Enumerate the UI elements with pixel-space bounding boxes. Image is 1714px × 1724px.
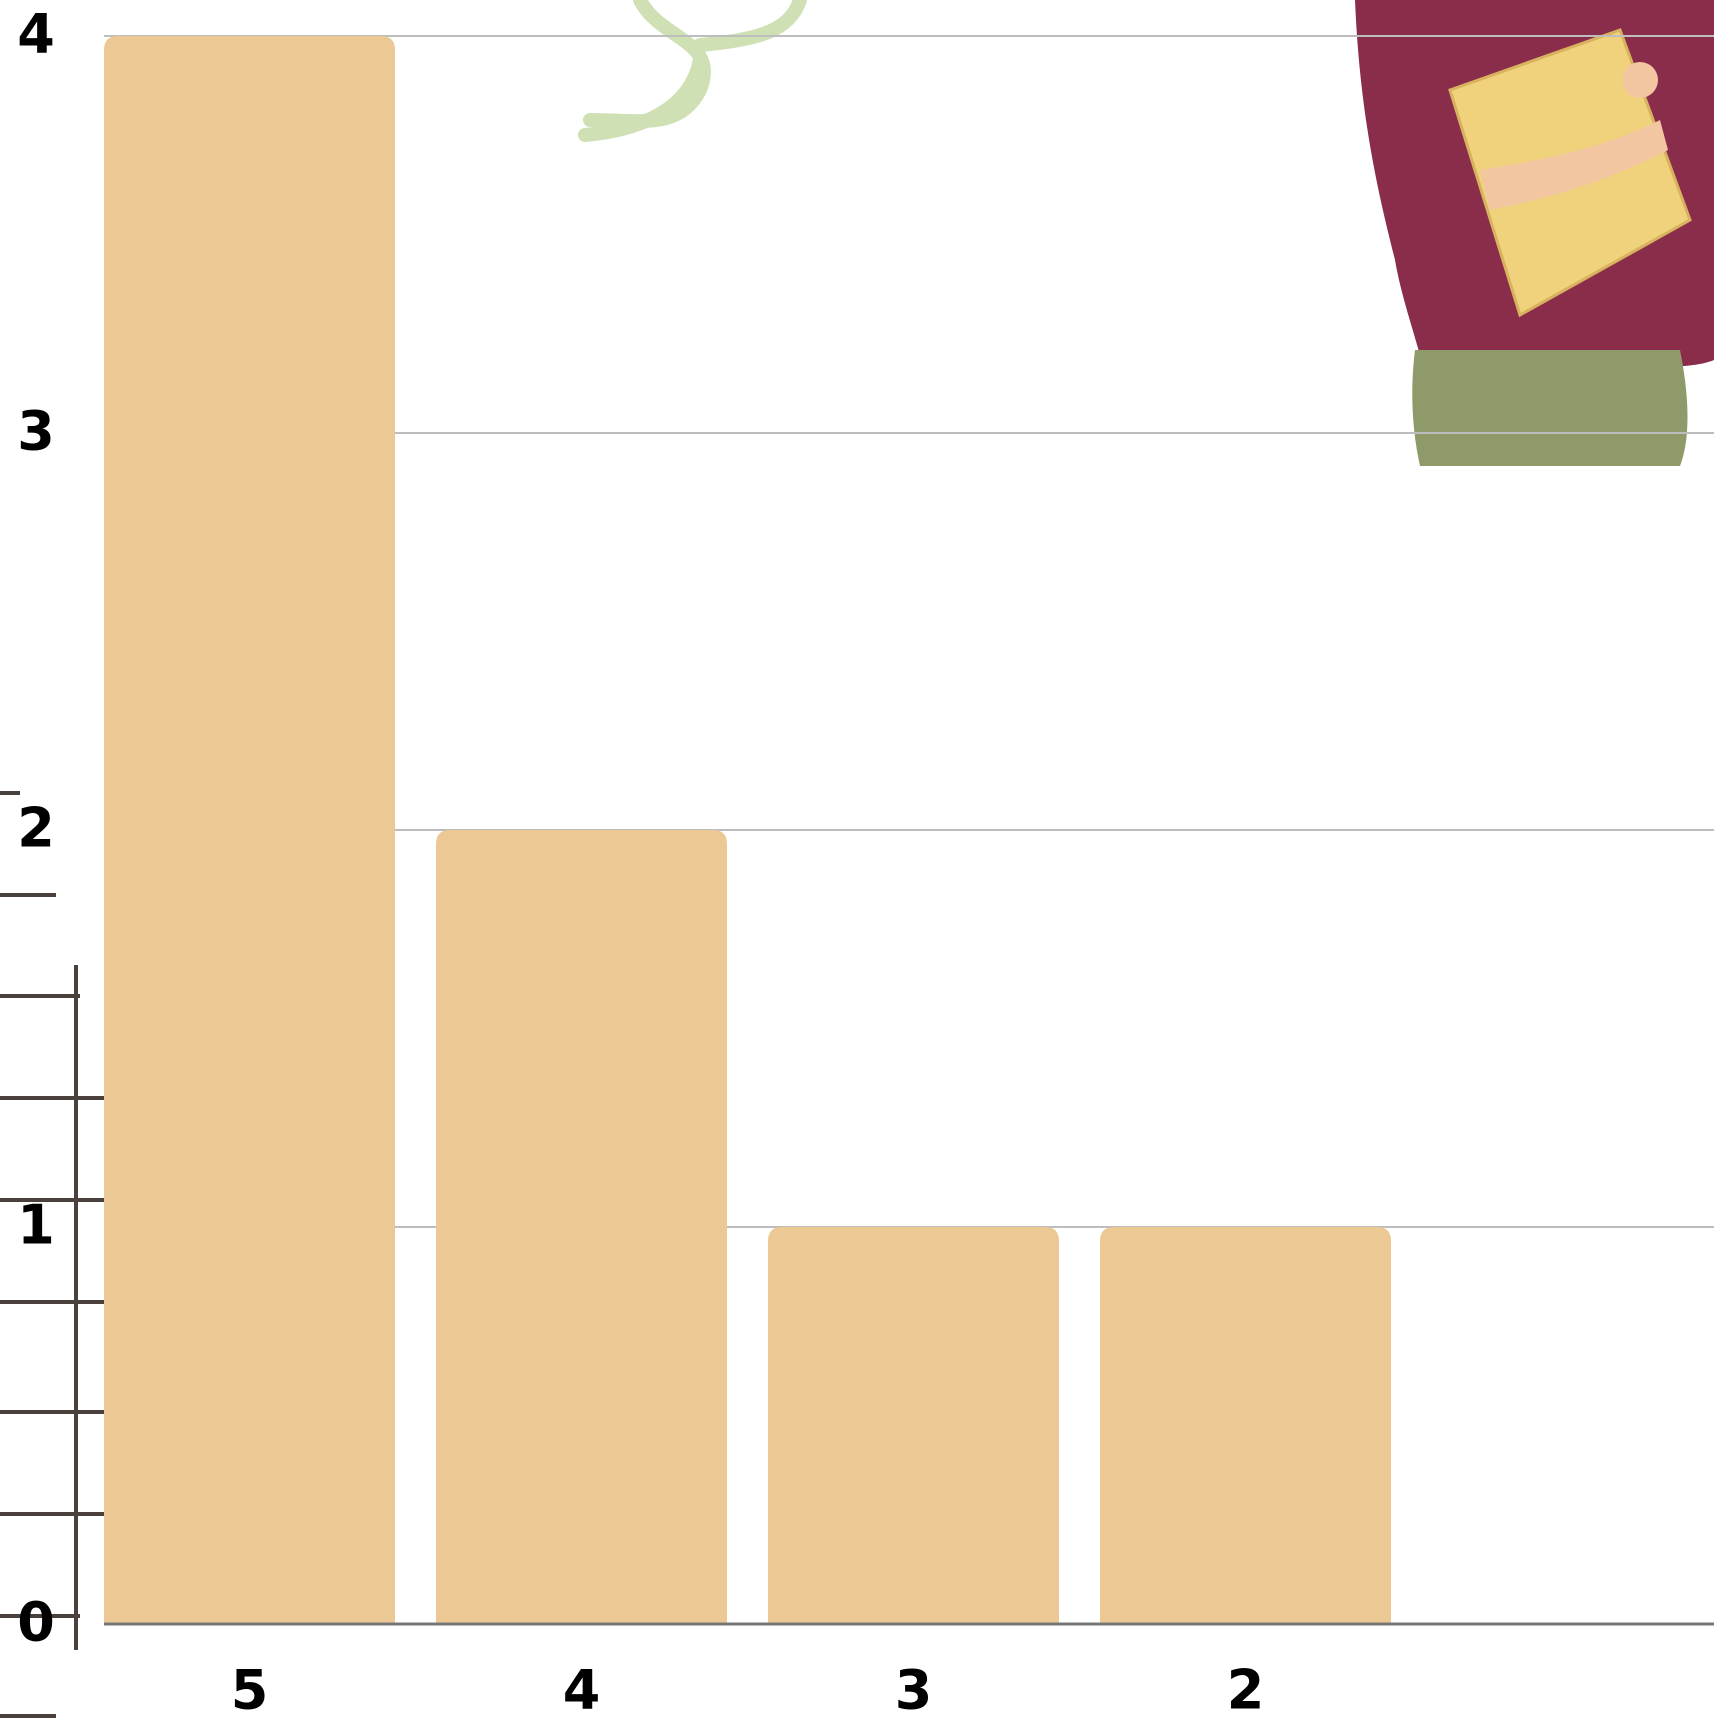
bar bbox=[1100, 1227, 1391, 1624]
decoration-ruler bbox=[0, 791, 104, 1718]
decoration-swirl bbox=[578, 0, 807, 142]
x-tick-label: 5 bbox=[231, 1659, 269, 1722]
x-tick-label: 3 bbox=[895, 1659, 933, 1722]
decoration-person bbox=[1355, 0, 1714, 466]
bar bbox=[436, 830, 727, 1624]
y-tick-label: 2 bbox=[17, 797, 55, 860]
x-tick-label: 2 bbox=[1227, 1659, 1265, 1722]
y-tick-label: 1 bbox=[17, 1194, 55, 1257]
x-tick-label: 4 bbox=[563, 1659, 601, 1722]
bar bbox=[768, 1227, 1059, 1624]
y-tick-label: 4 bbox=[17, 3, 55, 66]
bar bbox=[104, 36, 395, 1624]
y-tick-label: 3 bbox=[17, 400, 55, 463]
y-tick-label: 0 bbox=[17, 1591, 55, 1654]
